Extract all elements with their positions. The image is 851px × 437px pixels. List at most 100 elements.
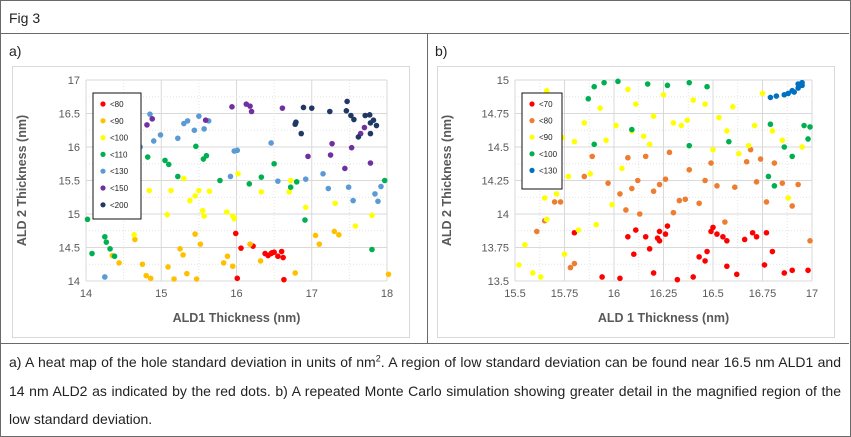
data-point (585, 95, 592, 102)
data-point (710, 146, 716, 153)
data-point (139, 261, 146, 268)
data-point (666, 149, 673, 156)
y-tick-label: 14 (497, 209, 509, 221)
data-point (181, 175, 187, 182)
legend-marker (100, 185, 106, 191)
data-point (805, 267, 811, 274)
caption-divider (0, 343, 849, 344)
data-point (629, 126, 635, 133)
y-tick-label: 13.75 (481, 243, 509, 255)
data-point (302, 204, 309, 211)
data-point (557, 199, 564, 205)
data-point (696, 254, 702, 260)
y-tick-label: 14.5 (59, 243, 80, 255)
data-point (235, 171, 241, 177)
data-point (168, 187, 174, 194)
data-point (619, 165, 625, 172)
data-point (203, 152, 210, 159)
data-point (799, 144, 805, 150)
caption-superscript: 2 (375, 353, 381, 364)
data-point (735, 150, 742, 157)
data-point (286, 189, 292, 195)
legend-marker (529, 151, 535, 157)
legend-label: <100 (110, 134, 129, 143)
legend-label: <130 (110, 167, 129, 176)
data-point (702, 177, 708, 184)
data-point (785, 195, 792, 201)
data-point (543, 216, 550, 223)
data-point (375, 198, 381, 205)
data-point (684, 117, 691, 123)
data-point (763, 229, 770, 236)
chart-area-a (12, 66, 410, 338)
data-point (157, 132, 164, 138)
data-point (617, 275, 623, 282)
series-a-1 (109, 228, 392, 282)
data-point (631, 251, 637, 257)
data-point (348, 144, 355, 151)
data-point (275, 178, 281, 184)
data-point (224, 253, 231, 260)
data-point (789, 153, 795, 160)
data-point (361, 124, 368, 131)
legend-marker (529, 167, 535, 173)
data-point (799, 79, 805, 86)
data-point (298, 130, 305, 137)
chart-b: 15.5 15.75 16 16.25 16.5 16.75 17 13.5 13.75 14 14… (437, 66, 835, 338)
legend-marker (100, 135, 106, 141)
data-point (644, 81, 651, 87)
legend-label: <110 (110, 150, 128, 159)
data-point (320, 171, 326, 177)
panel-label-b: b) (435, 43, 448, 59)
x-tick-label: 15 (155, 288, 167, 300)
data-point (791, 89, 797, 95)
data-point (116, 260, 122, 266)
data-point (660, 91, 667, 98)
data-point (767, 94, 774, 101)
data-point (231, 215, 238, 222)
data-point (805, 136, 811, 142)
data-point (184, 118, 191, 124)
data-point (625, 154, 631, 161)
data-point (193, 143, 199, 150)
data-point (690, 97, 696, 103)
data-point (191, 127, 198, 134)
y-tick-label: 15 (68, 209, 80, 221)
data-point (650, 270, 657, 276)
series-a-0 (232, 230, 287, 283)
caption-text-2: . A region of low standard deviation can… (9, 354, 842, 427)
legend-marker (100, 151, 106, 157)
x-tick-label: 16.5 (702, 288, 723, 300)
data-point (381, 177, 388, 184)
data-point (102, 233, 108, 240)
data-point (807, 238, 813, 244)
data-point (220, 260, 227, 266)
data-point (726, 138, 732, 145)
data-point (733, 271, 740, 278)
data-point (343, 108, 350, 114)
legend-label: <80 (110, 100, 124, 109)
data-point (287, 177, 294, 184)
data-point (196, 113, 202, 119)
panel-divider (427, 34, 428, 343)
data-point (567, 264, 574, 271)
legend-box (521, 92, 563, 190)
x-tick-label: 14 (80, 288, 92, 300)
data-point (362, 112, 368, 119)
data-point (722, 219, 728, 225)
data-point (609, 201, 615, 208)
data-point (714, 231, 720, 237)
data-point (589, 153, 596, 160)
data-point (807, 124, 813, 130)
data-point (795, 181, 801, 188)
data-point (342, 165, 348, 172)
data-point (258, 189, 265, 195)
data-point (599, 274, 605, 280)
chart-a: 14 15 16 17 18 14 14.5 15 15.5 16 16.5 17 ALD1 Thick… (12, 66, 410, 338)
data-point (192, 193, 198, 199)
legend-marker (100, 118, 106, 124)
data-point (571, 229, 578, 236)
series-a-3 (84, 143, 388, 260)
data-point (206, 188, 213, 195)
data-point (175, 173, 181, 180)
